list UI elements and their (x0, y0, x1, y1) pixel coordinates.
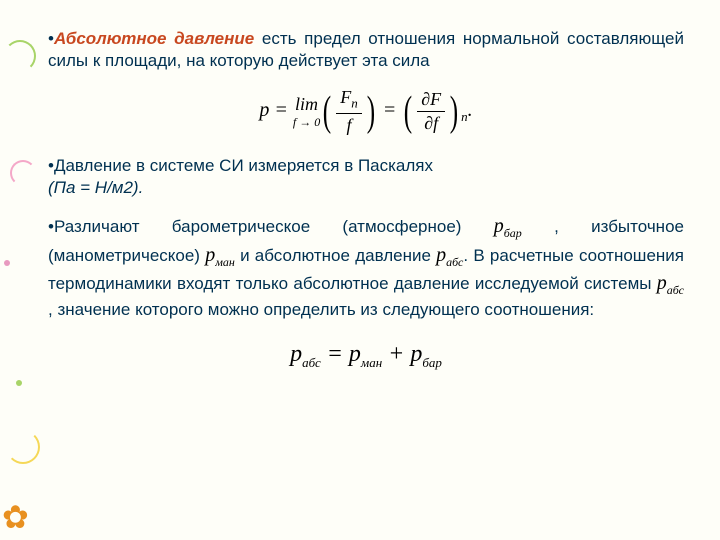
flower-icon (2, 498, 38, 534)
units-text: Давление в системе СИ измеряется в Паска… (54, 156, 433, 175)
paragraph-units: •Давление в системе СИ измеряется в Паск… (48, 155, 684, 199)
symbol-p-abs: pабс (436, 244, 463, 266)
term-label: Абсолютное давление (54, 29, 254, 48)
formula-pressure-sum: pабс = pман + pбар (48, 339, 684, 372)
units-value: (Па = Н/м2). (48, 178, 143, 197)
paragraph-types: •Различают барометрическое (атмосферное)… (48, 213, 684, 321)
dot-icon (16, 380, 22, 386)
symbol-p-man: pман (205, 244, 235, 266)
swirl-icon (6, 430, 40, 464)
left-ornament (0, 0, 40, 540)
swirl-icon (10, 160, 36, 186)
slide-content: •Абсолютное давление есть предел отношен… (48, 28, 684, 390)
symbol-p-abs: pабс (657, 272, 684, 294)
dot-icon (4, 260, 10, 266)
paragraph-definition: •Абсолютное давление есть предел отношен… (48, 28, 684, 72)
formula-pressure-limit: p = limf → 0(Fnf) = (∂F∂f)n. (48, 86, 684, 137)
symbol-p-bar: pбар (494, 215, 522, 237)
swirl-icon (4, 40, 36, 72)
